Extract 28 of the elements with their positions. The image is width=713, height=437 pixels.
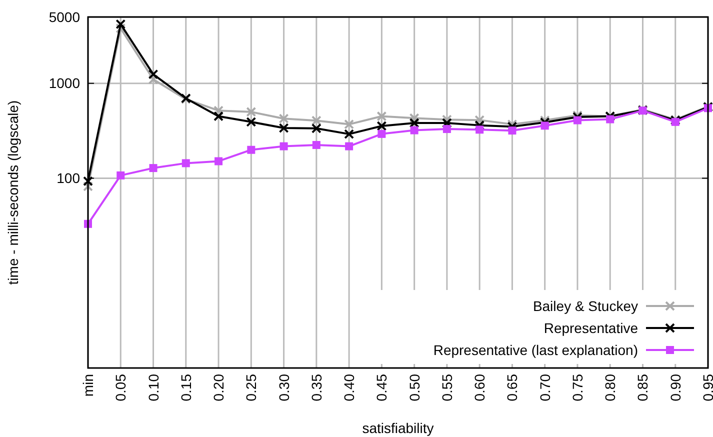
x-tick-label: 0.25	[243, 374, 260, 402]
x-tick-label: 0.45	[374, 374, 390, 402]
x-axis-title: satisfiability	[362, 420, 434, 436]
x-tick-label: 0.50	[406, 374, 422, 402]
x-tick-label: 0.20	[210, 374, 227, 402]
legend-label: Bailey & Stuckey	[532, 298, 638, 314]
x-tick-label: 0.60	[472, 374, 488, 402]
legend-label: Representative	[544, 320, 638, 336]
x-tick-label: 0.55	[438, 374, 455, 402]
x-tick-label: 0.15	[178, 374, 194, 402]
x-tick-label: 0.70	[536, 374, 553, 402]
x-tick-label: 0.90	[667, 374, 684, 402]
x-tick-label: min	[80, 374, 96, 397]
y-tick-label: 100	[56, 170, 80, 186]
x-tick-label: 0.05	[112, 374, 129, 402]
x-tick-label: 0.40	[341, 374, 358, 402]
x-tick-label: 0.85	[634, 374, 651, 402]
x-tick-label: 0.65	[504, 374, 520, 402]
legend-label: Representative (last explanation)	[433, 342, 638, 358]
y-tick-label: 1000	[48, 75, 80, 92]
x-tick-label: 0.80	[602, 374, 618, 402]
y-tick-label: 5000	[48, 8, 80, 25]
y-axis-title: time - milli-seconds (logscale)	[5, 100, 21, 285]
x-tick-label: 0.75	[569, 374, 586, 402]
x-tick-label: 0.30	[276, 374, 292, 402]
x-tick-label: 0.95	[700, 374, 713, 402]
x-tick-label: 0.10	[145, 374, 162, 402]
x-tick-label: 0.35	[308, 374, 324, 402]
